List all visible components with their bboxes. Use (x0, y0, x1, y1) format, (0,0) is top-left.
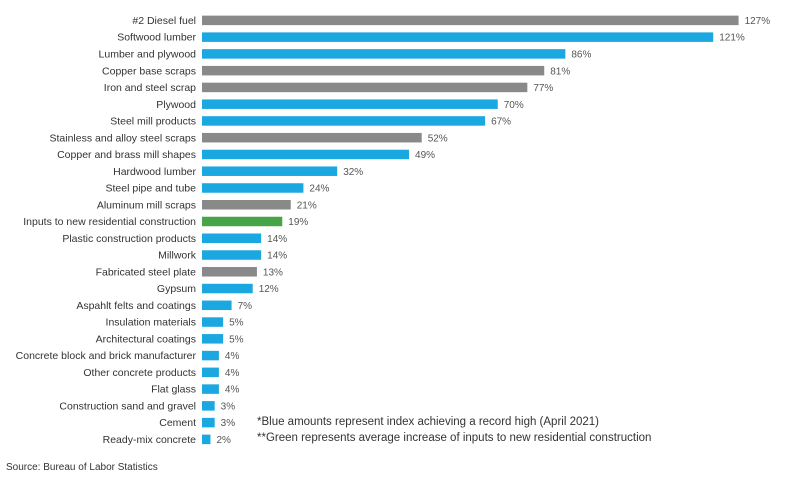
bar (202, 300, 232, 311)
bar (202, 434, 211, 445)
category-label: Aspahlt felts and coatings (76, 300, 196, 312)
category-label: Hardwood lumber (113, 166, 196, 178)
bar (202, 99, 498, 109)
category-label: #2 Diesel fuel (132, 15, 196, 27)
category-label: Fabricated steel plate (96, 266, 197, 278)
category-label: Millwork (158, 250, 197, 262)
category-label: Aluminum mill scraps (97, 199, 196, 211)
bar (202, 216, 283, 227)
category-label: Inputs to new residential construction (23, 216, 196, 228)
value-label: 4% (225, 385, 240, 396)
bar (202, 32, 714, 42)
category-label: Steel pipe and tube (106, 183, 197, 195)
bar (202, 401, 215, 411)
note-average-increase: **Green represents average increase of i… (257, 432, 652, 444)
category-label: Gypsum (157, 283, 196, 295)
category-label: Iron and steel scrap (104, 82, 196, 94)
value-label: 52% (428, 133, 448, 144)
category-label: Plywood (156, 99, 196, 111)
value-label: 13% (263, 267, 283, 278)
bar (202, 65, 545, 76)
category-label: Flat glass (151, 384, 196, 396)
bar (202, 367, 219, 378)
value-label: 127% (745, 16, 771, 27)
category-label: Copper and brass mill shapes (57, 149, 196, 161)
value-label: 32% (343, 167, 363, 178)
bar (202, 317, 224, 327)
value-label: 3% (221, 418, 236, 429)
bar (202, 267, 257, 277)
bar (202, 350, 219, 361)
value-label: 3% (221, 401, 236, 412)
value-label: 4% (225, 351, 240, 362)
bar (202, 233, 262, 244)
bar (202, 417, 215, 428)
value-label: 70% (504, 100, 524, 111)
value-label: 49% (415, 150, 435, 161)
bar (202, 132, 422, 143)
category-label: Softwood lumber (117, 32, 196, 44)
bar (202, 199, 291, 210)
value-label: 7% (238, 301, 253, 312)
category-label: Plastic construction products (62, 233, 196, 245)
value-label: 19% (288, 217, 308, 228)
bar (202, 250, 262, 260)
value-label: 77% (533, 83, 553, 94)
category-label: Other concrete products (83, 367, 196, 379)
bar (202, 15, 739, 26)
bar (202, 384, 219, 394)
source-note: Source: Bureau of Labor Statistics (6, 462, 158, 473)
value-label: 21% (297, 200, 317, 211)
category-label: Insulation materials (106, 317, 196, 329)
category-label: Cement (159, 417, 196, 429)
value-label: 2% (216, 435, 231, 446)
category-label: Copper base scraps (102, 65, 196, 77)
category-label: Stainless and alloy steel scraps (50, 132, 197, 144)
category-label: Ready-mix concrete (103, 434, 197, 446)
bar (202, 166, 338, 176)
bar (202, 283, 253, 294)
category-label: Architectural coatings (96, 333, 196, 345)
value-label: 86% (571, 50, 591, 61)
bar (202, 116, 486, 126)
value-label: 5% (229, 318, 244, 329)
value-label: 4% (225, 368, 240, 379)
value-label: 12% (259, 284, 279, 295)
bar (202, 334, 224, 344)
category-label: Steel mill products (110, 116, 196, 128)
bar (202, 49, 566, 59)
note-record-high: *Blue amounts represent index achieving … (257, 416, 600, 428)
value-label: 5% (229, 334, 244, 345)
value-label: 24% (309, 184, 329, 195)
value-label: 67% (491, 117, 511, 128)
category-label: Lumber and plywood (99, 49, 197, 61)
bar (202, 82, 528, 93)
bar (202, 183, 304, 193)
category-label: Concrete block and brick manufacturer (16, 350, 197, 362)
value-label: 14% (267, 234, 287, 245)
value-label: 121% (719, 33, 745, 44)
bar (202, 149, 410, 160)
value-label: 14% (267, 251, 287, 262)
category-label: Construction sand and gravel (59, 400, 196, 412)
value-label: 81% (550, 66, 570, 77)
